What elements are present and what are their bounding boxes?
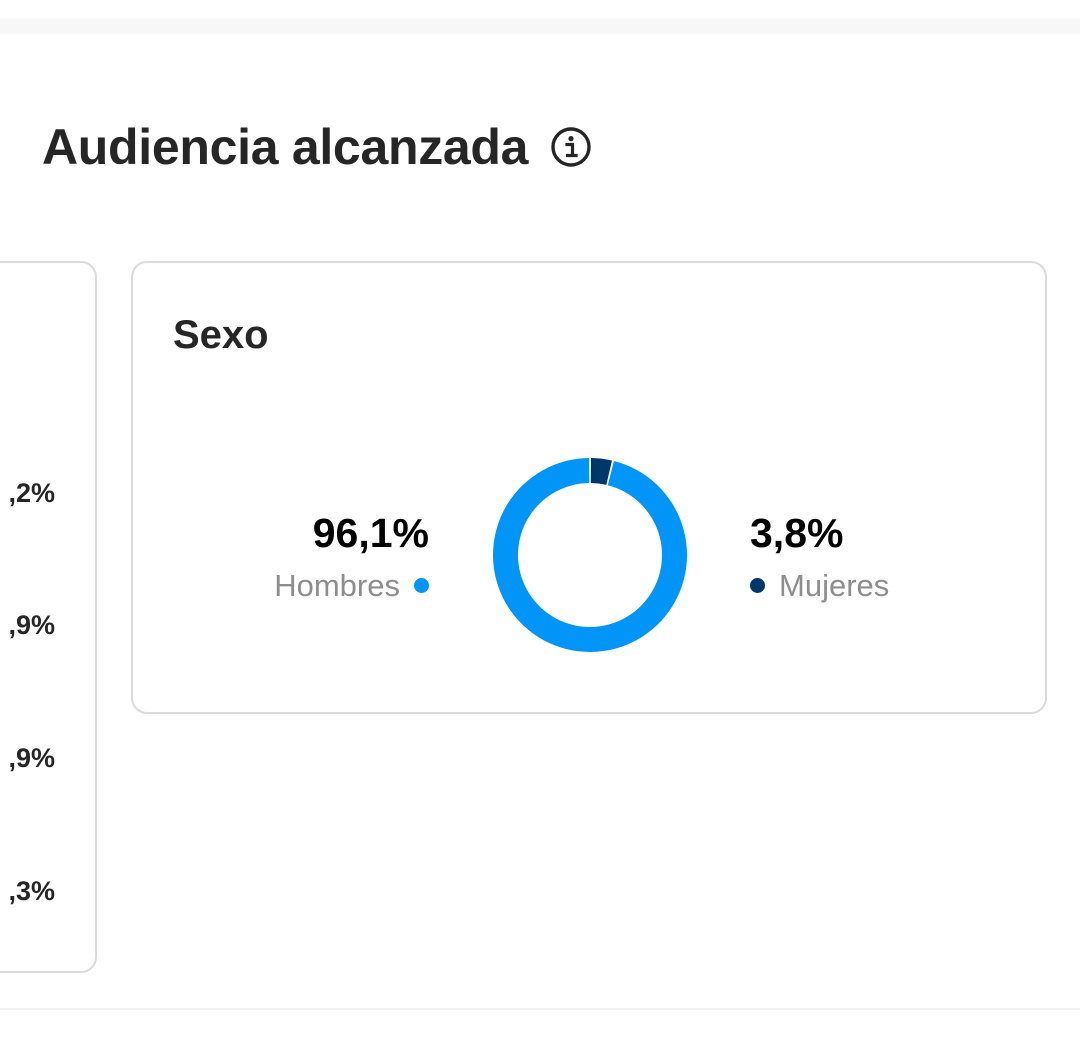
info-circle-icon [551,127,591,167]
age-value: ,9% [8,743,55,773]
section-title: Audiencia alcanzada [42,119,529,175]
gender-card: Sexo 96,1% Hombres 3,8% Mujeres [131,261,1047,714]
women-percent: 3,8% [750,510,844,556]
gender-donut-chart [493,458,687,652]
age-card-partial: ,2% ,9% ,9% ,3% [0,261,97,973]
donut-slice-women [590,458,612,485]
age-value: ,3% [8,876,55,906]
donut-slice-men [493,458,687,652]
men-legend-dot [414,578,429,593]
donut-svg [493,458,687,652]
bottom-divider [0,1008,1080,1010]
women-legend: Mujeres [750,570,889,601]
section-header: Audiencia alcanzada [42,112,592,182]
men-percent: 96,1% [312,510,429,556]
men-label: Hombres [274,568,400,603]
women-label: Mujeres [779,568,890,603]
men-stat: 96,1% Hombres [274,513,429,601]
age-value: ,9% [8,610,55,640]
women-stat: 3,8% Mujeres [750,513,889,601]
women-legend-dot [750,578,765,593]
gender-card-title: Sexo [173,313,269,357]
men-legend: Hombres [274,570,429,601]
top-divider [0,18,1080,34]
age-value: ,2% [8,478,55,508]
info-icon[interactable] [550,126,592,168]
